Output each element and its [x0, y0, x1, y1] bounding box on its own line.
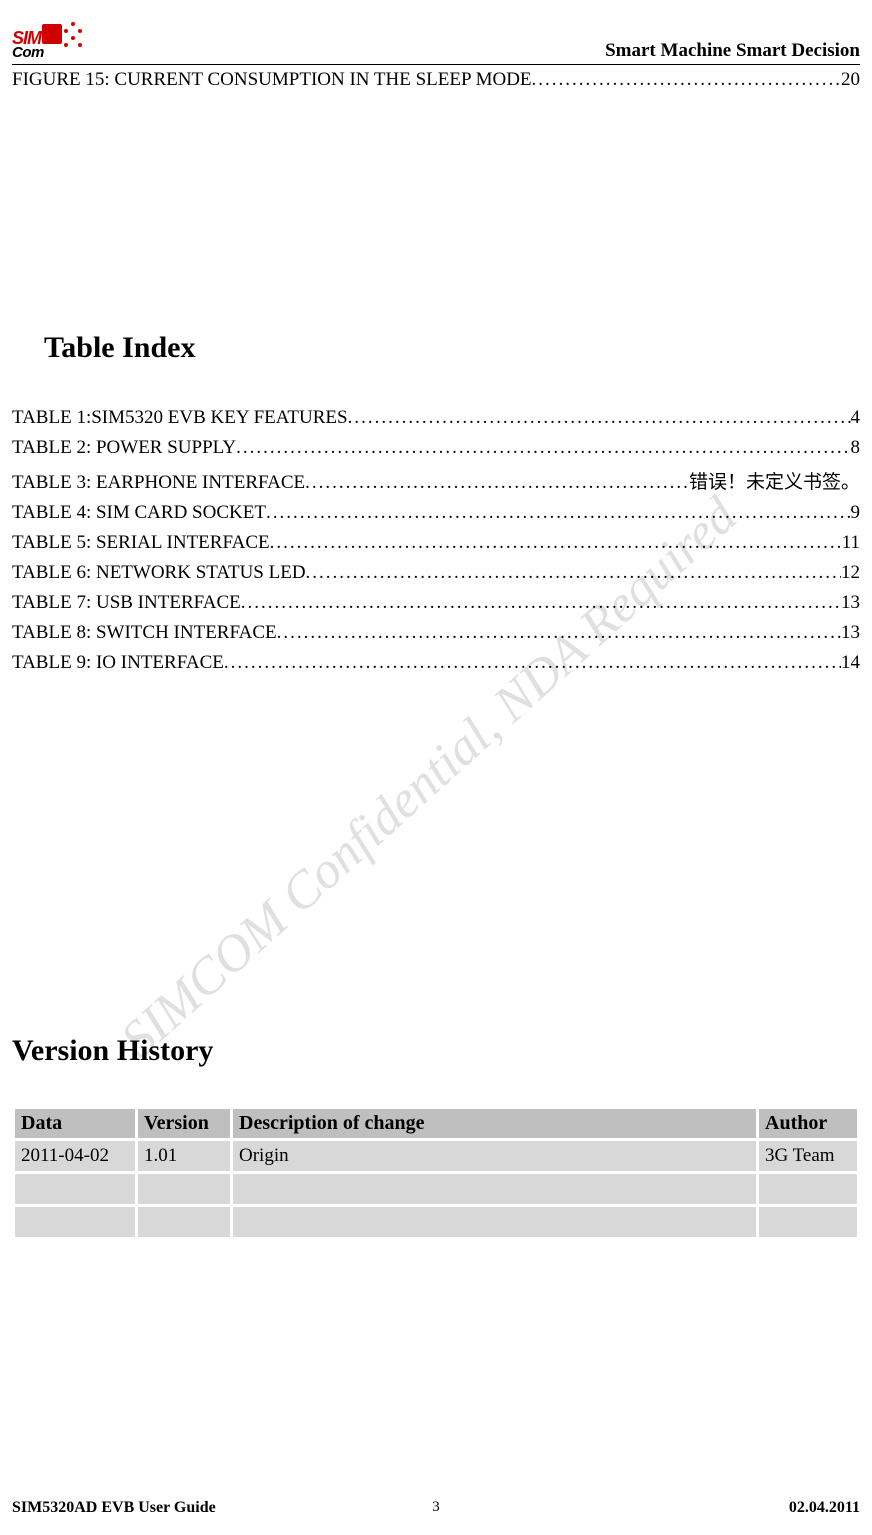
page-footer: SIM5320AD EVB User Guide 3 02.04.2011 [12, 1499, 860, 1517]
toc-page-number: 11 [842, 532, 860, 554]
cell-data: 2011-04-02 [15, 1141, 135, 1171]
logo-text-com: Com [12, 44, 44, 61]
simcom-logo: SIM Com [12, 18, 84, 62]
toc-table-line: TABLE 8: SWITCH INTERFACE ..............… [12, 622, 860, 644]
table-index-heading: Table Index [44, 331, 860, 365]
toc-entry-text: TABLE 3: EARPHONE INTERFACE [12, 472, 305, 494]
toc-table-line: TABLE 4: SIM CARD SOCKET ...............… [12, 502, 860, 524]
table-row [15, 1207, 857, 1237]
table-row: 2011-04-02 1.01 Origin 3G Team [15, 1141, 857, 1171]
toc-table-line: TABLE 2: POWER SUPPLY ..................… [12, 437, 860, 459]
table-header-row: Data Version Description of change Autho… [15, 1109, 857, 1138]
logo-red-box-icon [42, 24, 62, 44]
version-history-heading: Version History [12, 1034, 860, 1068]
col-header-description: Description of change [233, 1109, 756, 1138]
toc-page-number: 13 [841, 622, 860, 644]
cell-description [233, 1207, 756, 1237]
toc-page-number: 20 [841, 69, 860, 91]
toc-figure-line: FIGURE 15: CURRENT CONSUMPTION IN THE SL… [12, 69, 860, 91]
toc-leader-dots: ........................................… [277, 622, 841, 644]
toc-page-number: 14 [841, 652, 860, 674]
table-index-list: TABLE 1:SIM5320 EVB KEY FEATURES .......… [12, 407, 860, 674]
toc-entry-text: TABLE 5: SERIAL INTERFACE [12, 532, 270, 554]
toc-entry-text: TABLE 8: SWITCH INTERFACE [12, 622, 277, 644]
version-history-table: Data Version Description of change Autho… [12, 1106, 860, 1240]
toc-error-note: 错误！未定义书签。 [689, 467, 860, 494]
toc-page-number: 13 [841, 592, 860, 614]
toc-entry-text: TABLE 1:SIM5320 EVB KEY FEATURES [12, 407, 348, 429]
toc-leader-dots: ........................................… [224, 652, 841, 674]
table-row [15, 1174, 857, 1204]
cell-version [138, 1207, 230, 1237]
toc-entry-text: TABLE 2: POWER SUPPLY [12, 437, 236, 459]
cell-author [759, 1174, 857, 1204]
toc-leader-dots: ........................................… [266, 502, 851, 524]
col-header-version: Version [138, 1109, 230, 1138]
col-header-data: Data [15, 1109, 135, 1138]
cell-version: 1.01 [138, 1141, 230, 1171]
toc-table-line: TABLE 9: IO INTERFACE ..................… [12, 652, 860, 674]
cell-author: 3G Team [759, 1141, 857, 1171]
toc-leader-dots: ........................................… [348, 407, 851, 429]
cell-description [233, 1174, 756, 1204]
header-title: Smart Machine Smart Decision [605, 40, 860, 62]
toc-entry-text: TABLE 9: IO INTERFACE [12, 652, 224, 674]
page-header: SIM Com Smart Machine Smart Decision [12, 0, 860, 65]
cell-description: Origin [233, 1141, 756, 1171]
logo-mark: SIM Com [12, 18, 84, 62]
toc-entry-text: TABLE 7: USB INTERFACE [12, 592, 241, 614]
cell-data [15, 1207, 135, 1237]
toc-leader-dots: ........................................… [305, 472, 689, 494]
toc-entry-text: TABLE 4: SIM CARD SOCKET [12, 502, 266, 524]
toc-page-number: 4 [851, 407, 861, 429]
footer-page-number: 3 [12, 1499, 860, 1516]
toc-leader-dots: ........................................… [236, 437, 850, 459]
toc-table-line: TABLE 7: USB INTERFACE .................… [12, 592, 860, 614]
toc-table-line: TABLE 6: NETWORK STATUS LED ............… [12, 562, 860, 584]
toc-table-line: TABLE 1:SIM5320 EVB KEY FEATURES .......… [12, 407, 860, 429]
cell-version [138, 1174, 230, 1204]
toc-leader-dots: ........................................… [241, 592, 841, 614]
toc-leader-dots: ........................................… [270, 532, 842, 554]
cell-data [15, 1174, 135, 1204]
toc-entry-text: FIGURE 15: CURRENT CONSUMPTION IN THE SL… [12, 69, 532, 91]
toc-entry-text: TABLE 6: NETWORK STATUS LED [12, 562, 306, 584]
toc-table-line: TABLE 3: EARPHONE INTERFACE ............… [12, 467, 860, 494]
toc-page-number: 9 [851, 502, 861, 524]
toc-leader-dots: ........................................… [306, 562, 841, 584]
toc-page-number: 12 [841, 562, 860, 584]
logo-dots-icon [64, 22, 83, 48]
col-header-author: Author [759, 1109, 857, 1138]
toc-table-line: TABLE 5: SERIAL INTERFACE ..............… [12, 532, 860, 554]
toc-leader-dots: ........................................… [532, 69, 841, 91]
cell-author [759, 1207, 857, 1237]
toc-page-number: 8 [851, 437, 861, 459]
